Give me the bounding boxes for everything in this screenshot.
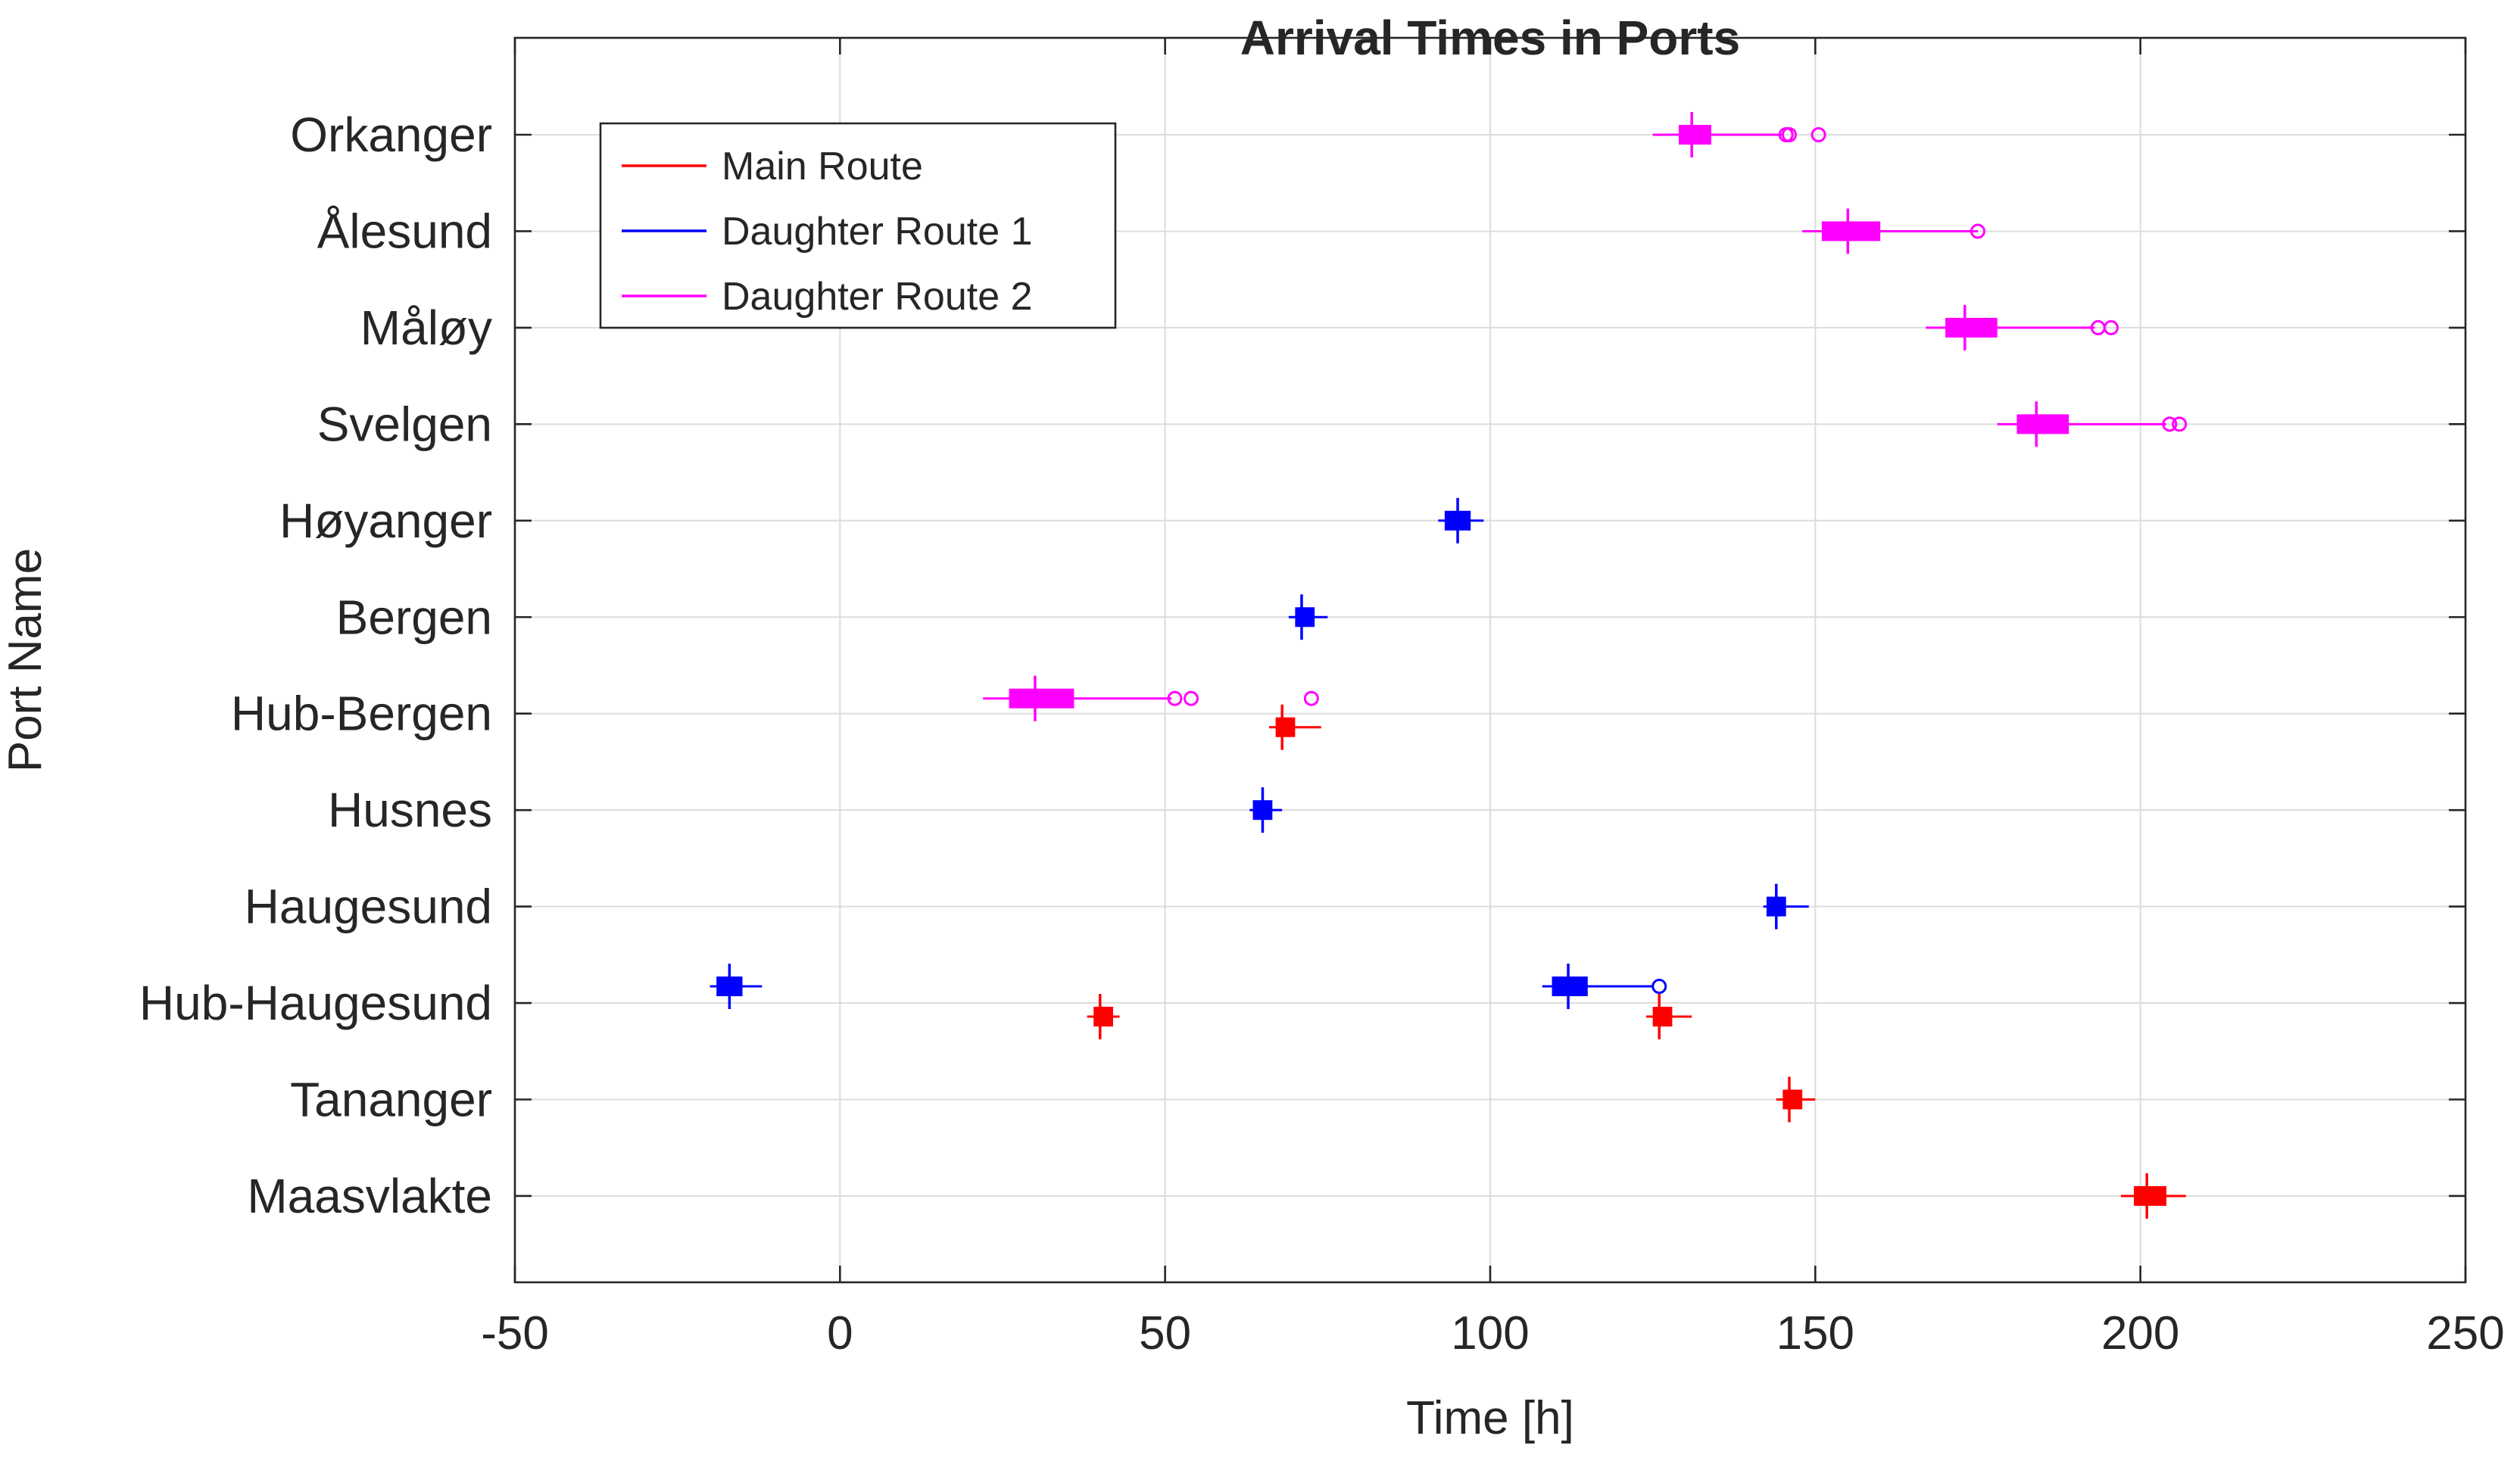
series-daughter-route-2 (983, 112, 2188, 721)
box-hub-haugesund (1542, 964, 1667, 1010)
x-tick-label: 100 (1451, 1307, 1529, 1360)
box-iqr (1821, 221, 1881, 241)
box-iqr (2016, 414, 2069, 434)
y-tick-label: Bergen (336, 590, 492, 644)
y-tick-label: Svelgen (317, 397, 492, 451)
outlier-point (1651, 979, 1667, 995)
legend: Main Route Daughter Route 1 Daughter Route… (599, 122, 1117, 329)
box-måløy (1926, 304, 2119, 350)
box-iqr (1093, 1007, 1113, 1027)
outlier-point (1781, 127, 1797, 142)
box-iqr (1552, 976, 1588, 997)
x-tick-label: 250 (2426, 1307, 2504, 1360)
box-orkanger (1652, 112, 1826, 157)
y-axis-label: Port Name (0, 548, 51, 772)
outlier-point (2162, 416, 2178, 432)
box-iqr (1945, 317, 1998, 338)
box-ålesund (1802, 208, 1985, 254)
y-tick-label: Orkanger (290, 107, 492, 162)
box-hub-haugesund (710, 964, 763, 1010)
outlier-point (2172, 416, 2188, 432)
legend-label: Main Route (722, 145, 923, 188)
y-tick-label: Måløy (360, 301, 492, 355)
y-tick-label: Hub-Haugesund (139, 976, 492, 1030)
chart-title: Arrival Times in Ports (1240, 11, 1740, 65)
y-tick-label: Maasvlakte (247, 1169, 492, 1223)
outlier-point (1167, 690, 1183, 706)
box-iqr (1679, 125, 1711, 145)
y-tick-label: Husnes (328, 783, 492, 837)
plot-area (710, 112, 2188, 1219)
tick-labels: -50 0 50 100 150 200 250 Orkanger Ålesund Måløy Sv… (139, 107, 2505, 1360)
series-daughter-route-1 (710, 497, 1809, 1010)
legend-label: Daughter Route 1 (722, 210, 1033, 254)
box-iqr (2134, 1185, 2167, 1206)
series-main-route (1087, 704, 2186, 1219)
outlier-point (2104, 319, 2119, 335)
outlier-point (1184, 690, 1199, 706)
y-tick-label: Høyanger (279, 494, 492, 548)
box-hub-haugesund (1087, 994, 1120, 1040)
box-iqr (1009, 688, 1074, 709)
y-tick-label: Ålesund (317, 204, 492, 258)
box-bergen (1288, 594, 1328, 640)
box-iqr (1295, 607, 1315, 628)
box-iqr (1782, 1089, 1803, 1110)
y-tick-label: Tananger (290, 1073, 492, 1127)
x-tick-label: 150 (1776, 1307, 1854, 1360)
box-maasvlakte (2120, 1173, 2186, 1219)
legend-entry: Daughter Route 2 (622, 275, 1033, 319)
legend-entries: Main Route Daughter Route 1 Daughter Route… (622, 145, 1033, 319)
box-haugesund (1763, 883, 1809, 930)
x-tick-label: 200 (2101, 1307, 2179, 1360)
box-iqr (1652, 1007, 1673, 1027)
box-tananger (1776, 1076, 1816, 1123)
y-tick-label: Haugesund (245, 880, 492, 934)
legend-label: Daughter Route 2 (722, 275, 1033, 319)
legend-box (599, 122, 1117, 329)
x-axis-label: Time [h] (1406, 1392, 1574, 1444)
axis-ticks (513, 38, 2467, 1282)
box-husnes (1249, 787, 1283, 833)
legend-entry: Main Route (622, 145, 923, 188)
box-svelgen (1997, 401, 2188, 447)
box-hub-haugesund (1646, 994, 1692, 1040)
x-tick-label: 0 (827, 1307, 853, 1360)
x-tick-label: -50 (481, 1307, 549, 1360)
outlier-point (1970, 223, 1985, 239)
outlier-point (1810, 127, 1826, 142)
box-iqr (1275, 717, 1296, 737)
box-hub-bergen (1269, 704, 1321, 750)
x-tick-label: 50 (1139, 1307, 1191, 1360)
y-tick-label: Hub-Bergen (231, 687, 492, 741)
outlier-point (1303, 690, 1319, 706)
box-hub-bergen (983, 675, 1319, 721)
box-høyanger (1438, 497, 1484, 544)
legend-entry: Daughter Route 1 (622, 210, 1033, 254)
